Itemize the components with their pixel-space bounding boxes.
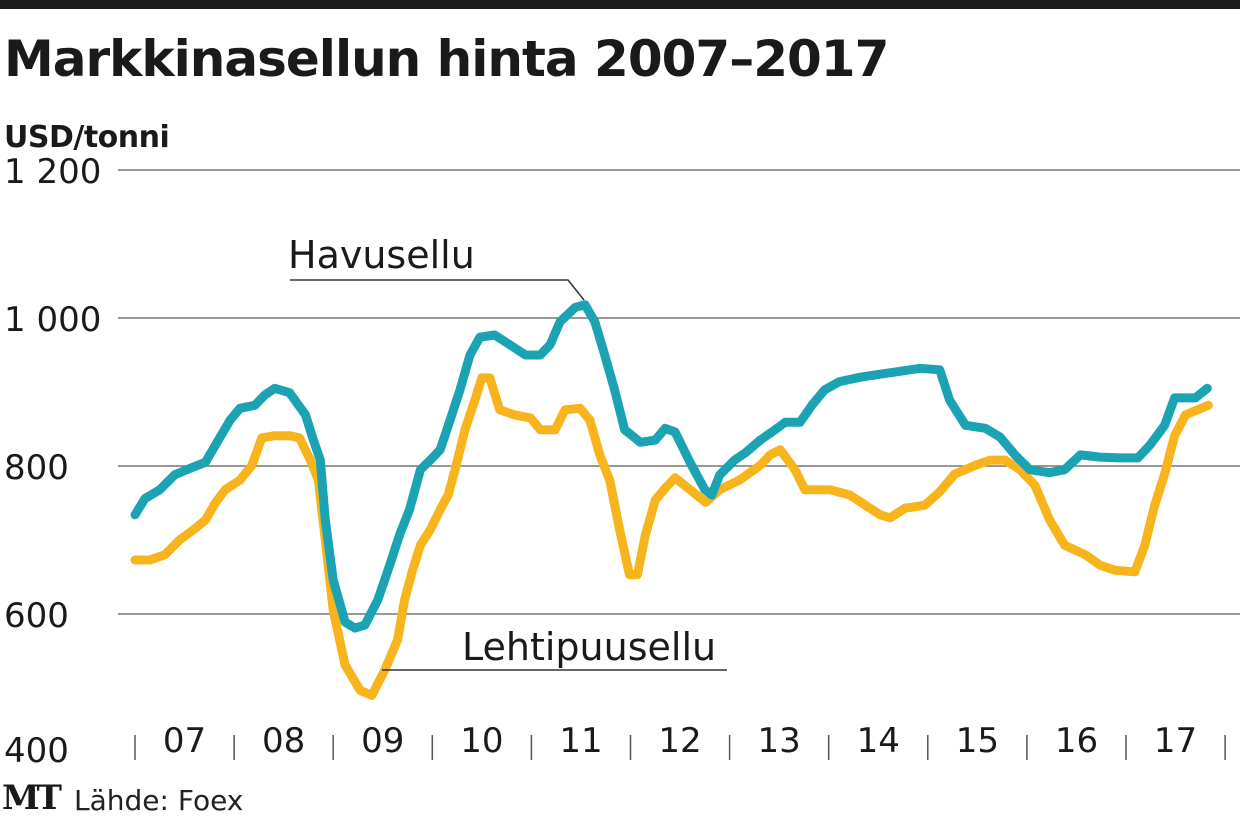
x-tick-label: 16 [1055, 721, 1098, 761]
x-tick-label: 14 [857, 721, 900, 761]
y-tick-label: 600 [4, 596, 69, 636]
y-axis-unit: USD/tonni [4, 120, 170, 155]
series-line-lehtipuusellu [130, 373, 1213, 700]
x-tick-label: 07 [163, 721, 206, 761]
x-tick-label: 17 [1154, 721, 1197, 761]
leader-line-havusellu [290, 279, 585, 301]
series-label-lehtipuusellu: Lehtipuusellu [462, 625, 716, 669]
y-tick-label: 400 [4, 731, 69, 771]
x-tick-label: 11 [559, 721, 602, 761]
x-tick-label: 08 [262, 721, 305, 761]
x-tick-label: 15 [956, 721, 999, 761]
series-line-havusellu [130, 300, 1212, 633]
y-tick-label: 800 [4, 448, 69, 488]
chart-title: Markkinasellun hinta 2007–2017 [4, 30, 889, 88]
x-tick-label: 10 [460, 721, 503, 761]
y-tick-label: 1 000 [4, 300, 101, 340]
y-tick-label: 1 200 [4, 152, 101, 192]
x-tick-label: 13 [758, 721, 801, 761]
source-text: Lähde: Foex [74, 784, 244, 817]
x-tick-label: 12 [658, 721, 701, 761]
x-tick-label: 09 [361, 721, 404, 761]
series-label-havusellu: Havusellu [288, 233, 475, 277]
mt-logo: MT [2, 778, 62, 818]
top-bar [0, 0, 1240, 9]
